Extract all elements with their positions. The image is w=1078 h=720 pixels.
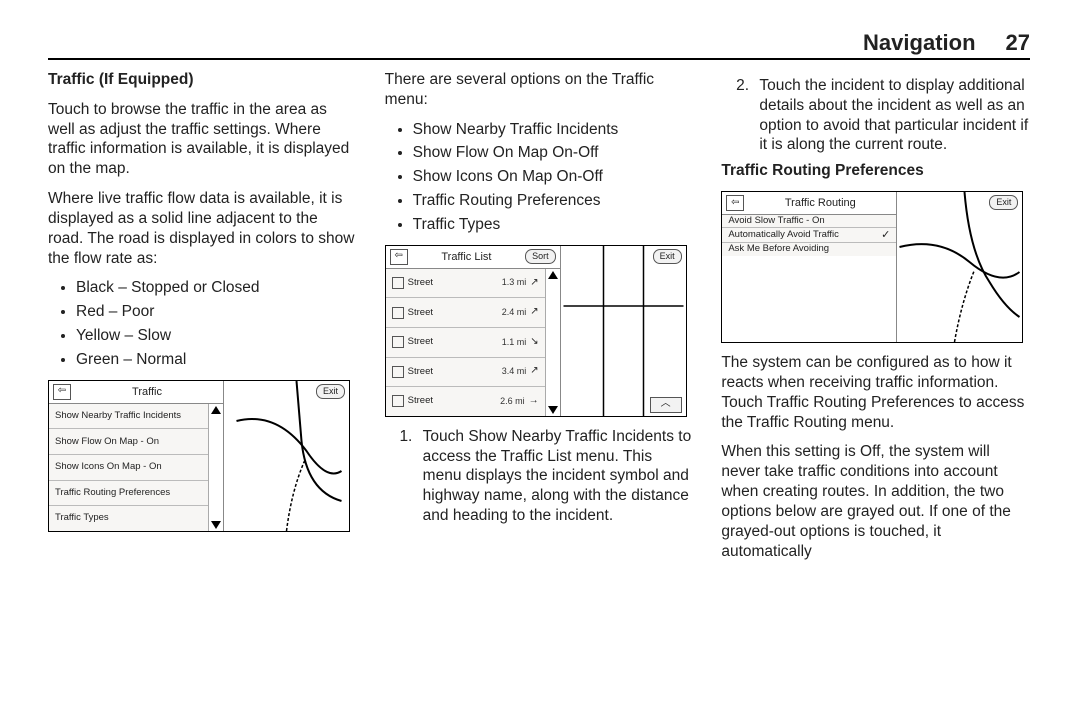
menu-row: Avoid Slow Traffic - On [722,215,896,228]
figure-traffic-routing: ⇦ Traffic Routing Avoid Slow Traffic - O… [721,191,1023,343]
bullet: Show Flow On Map On-Off [413,143,694,163]
paragraph: The system can be configured as to how i… [721,353,1030,432]
scroll-indicator [545,269,560,416]
check-icon: ✓ [881,228,890,242]
bullet: Show Nearby Traffic Incidents [413,120,694,140]
bullet: Traffic Routing Preferences [413,191,694,211]
figure-title: Traffic List [412,250,521,264]
menu-row: Ask Me Before Avoiding [722,243,896,255]
step-2: Touch the incident to display additional… [753,76,1030,155]
list-row: Street2.4 mi↗ [386,298,545,328]
column-3: Touch the incident to display additional… [721,70,1030,571]
back-icon: ⇦ [390,249,408,265]
bullet: Traffic Types [413,215,694,235]
back-icon: ⇦ [53,384,71,400]
figure-traffic-list: ⇦ Traffic List Sort Street1.3 mi↗ Street… [385,245,687,417]
bullet: Red – Poor [76,302,357,322]
list-row: Street1.1 mi↘ [386,328,545,358]
menu-row: Show Flow On Map - On [49,429,208,455]
column-2: There are several options on the Traffic… [385,70,694,571]
figure-traffic-menu: ⇦ Traffic Show Nearby Traffic Incidents … [48,380,350,532]
page-number: 27 [1006,30,1030,56]
list-row: Street3.4 mi↗ [386,358,545,388]
exit-pill: Exit [653,249,682,264]
figure-title: Traffic [75,385,219,399]
paragraph: When this setting is Off, the system wil… [721,442,1030,561]
section-title: Navigation [863,30,975,56]
bullet: Green – Normal [76,350,357,370]
menu-row: Traffic Routing Preferences [49,481,208,507]
menu-row: Traffic Types [49,506,208,531]
column-1: Traffic (If Equipped) Touch to browse th… [48,70,357,571]
menu-row: Show Icons On Map - On [49,455,208,481]
back-icon: ⇦ [726,195,744,211]
menu-row: Automatically Avoid Traffic✓ [722,228,896,243]
bullet: Black – Stopped or Closed [76,278,357,298]
figure-title: Traffic Routing [748,196,892,210]
bullet: Show Icons On Map On-Off [413,167,694,187]
list-row: Street1.3 mi↗ [386,269,545,299]
sort-pill: Sort [525,249,556,264]
exit-pill: Exit [989,195,1018,210]
caret-icon: ︿ [650,397,682,413]
scroll-indicator [208,404,223,531]
paragraph: There are several options on the Traffic… [385,70,694,110]
paragraph: Touch to browse the traffic in the area … [48,100,357,179]
page-header: Navigation 27 [48,30,1030,60]
heading-traffic: Traffic (If Equipped) [48,70,357,90]
paragraph: Where live traffic flow data is availabl… [48,189,357,268]
menu-row: Show Nearby Traffic Incidents [49,404,208,430]
exit-pill: Exit [316,384,345,399]
bullet: Yellow – Slow [76,326,357,346]
step-1: Touch Show Nearby Traffic Incidents to a… [417,427,694,526]
list-row: Street2.6 mi→ [386,387,545,416]
heading-traffic-routing: Traffic Routing Preferences [721,161,1030,181]
